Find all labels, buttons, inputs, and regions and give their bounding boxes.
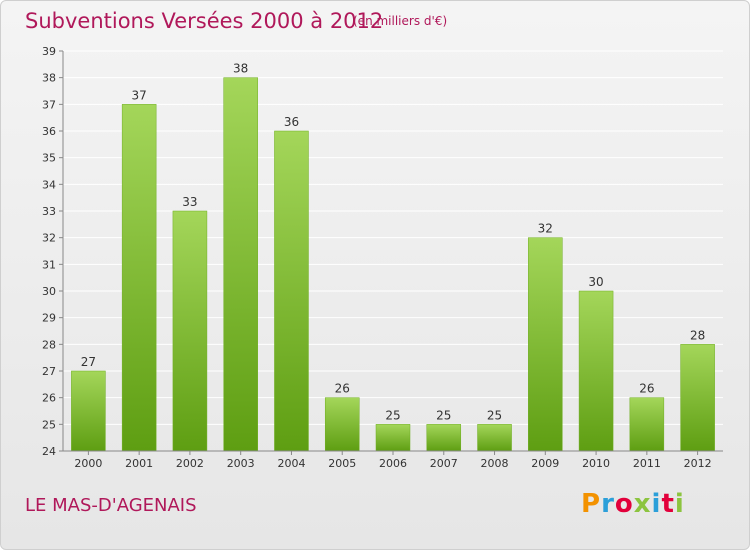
bar — [172, 210, 208, 452]
logo-letter: t — [661, 489, 675, 519]
x-tick-label: 2012 — [684, 457, 712, 470]
bar — [528, 237, 563, 452]
x-tick-label: 2011 — [633, 457, 661, 470]
axes: 24 25 26 27 28 29 30 31 32 33 34 35 36 37 38 39 2000 2001… — [42, 45, 723, 470]
logo-letter: o — [614, 489, 634, 519]
x-tick-label: 2003 — [227, 457, 255, 470]
y-tick-label: 28 — [42, 338, 56, 351]
chart-subtitle: (en milliers d'€) — [353, 14, 448, 28]
data-label: 37 — [132, 88, 147, 102]
y-tick-label: 37 — [42, 98, 56, 111]
y-tick-label: 36 — [42, 125, 56, 138]
data-label: 38 — [233, 62, 248, 76]
bar — [680, 344, 715, 452]
bar — [477, 424, 512, 452]
bar — [223, 77, 258, 452]
data-label: 26 — [639, 382, 654, 396]
data-label: 27 — [81, 355, 96, 369]
y-tick-label: 25 — [42, 418, 56, 431]
data-label: 25 — [385, 408, 400, 422]
grid-lines — [63, 50, 723, 452]
y-tick-label: 34 — [42, 178, 56, 191]
logo-letter: r — [601, 489, 615, 519]
data-label: 33 — [182, 195, 197, 209]
logo-letter: i — [651, 489, 662, 519]
bars: 27 37 33 38 36 26 25 25 25 32 30 26 28 — [71, 62, 715, 452]
x-tick-label: 2006 — [379, 457, 407, 470]
x-tick-label: 2008 — [481, 457, 509, 470]
data-label: 30 — [588, 275, 603, 289]
bar — [426, 424, 462, 452]
bar — [578, 290, 614, 452]
bar — [629, 397, 665, 452]
logo-letter: x — [633, 489, 652, 519]
proxiti-logo[interactable]: Proxiti — [581, 489, 685, 519]
y-tick-label: 24 — [42, 445, 56, 458]
x-tick-label: 2007 — [430, 457, 458, 470]
x-tick-label: 2001 — [125, 457, 153, 470]
bar — [274, 130, 309, 452]
logo-letter: P — [581, 489, 602, 519]
data-label: 32 — [538, 222, 553, 236]
chart-title: Subventions Versées 2000 à 2012 — [25, 9, 384, 33]
bar — [324, 397, 360, 452]
data-label: 25 — [436, 408, 451, 422]
bar — [375, 424, 411, 452]
logo-letter: i — [674, 489, 685, 519]
y-tick-label: 31 — [42, 258, 56, 271]
y-tick-label: 26 — [42, 392, 56, 405]
y-tick-label: 39 — [42, 45, 56, 58]
place-name: LE MAS-D'AGENAIS — [25, 495, 197, 516]
y-tick-label: 32 — [42, 232, 56, 245]
x-tick-label: 2005 — [328, 457, 356, 470]
data-label: 28 — [690, 328, 705, 342]
x-tick-label: 2004 — [277, 457, 305, 470]
bar — [121, 104, 157, 452]
y-tick-label: 27 — [42, 365, 56, 378]
x-tick-label: 2009 — [531, 457, 559, 470]
x-tick-label: 2002 — [176, 457, 204, 470]
y-tick-label: 38 — [42, 72, 56, 85]
data-label: 26 — [335, 382, 350, 396]
y-tick-label: 35 — [42, 152, 56, 165]
y-tick-label: 30 — [42, 285, 56, 298]
bar — [71, 370, 106, 452]
y-tick-label: 33 — [42, 205, 56, 218]
x-tick-label: 2000 — [74, 457, 102, 470]
data-label: 25 — [487, 408, 502, 422]
x-tick-label: 2010 — [582, 457, 610, 470]
y-tick-label: 29 — [42, 312, 56, 325]
data-label: 36 — [284, 115, 299, 129]
